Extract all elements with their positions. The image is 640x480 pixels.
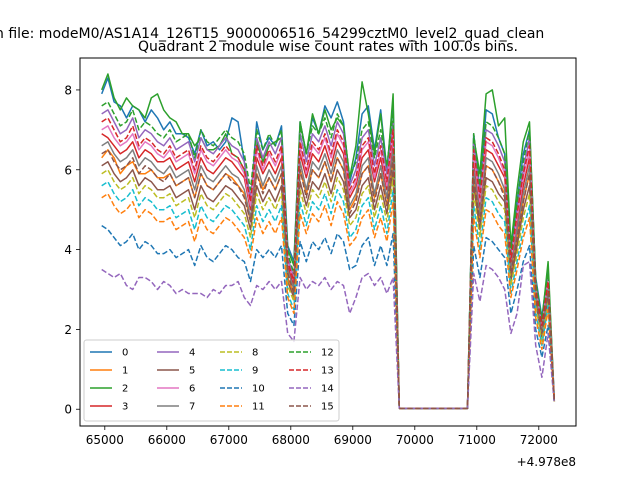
series-line-6: [101, 125, 556, 410]
x-tick-label: 66000: [148, 433, 186, 447]
legend-label-1: 1: [122, 366, 128, 377]
y-axis: 0 2 4 6 8: [64, 83, 80, 417]
legend-label-6: 6: [189, 384, 195, 395]
x-tick-label: 72000: [520, 433, 558, 447]
series-line-9: [101, 180, 556, 410]
series-line-12: [101, 101, 556, 410]
chart-title: Quadrant 2 module wise count rates with …: [138, 39, 518, 55]
legend-label-4: 4: [189, 348, 195, 359]
legend-label-14: 14: [321, 384, 334, 395]
series-line-7: [101, 141, 556, 410]
series-lines: [101, 73, 556, 410]
x-tick-label: 69000: [334, 433, 372, 447]
y-tick-label: 6: [64, 163, 72, 177]
figure-suptitle: n file: modeM0/AS1A14_126T15_9000006516_…: [0, 26, 544, 42]
legend-label-5: 5: [189, 366, 195, 377]
legend-label-7: 7: [189, 402, 195, 413]
legend-label-10: 10: [252, 384, 265, 395]
y-tick-label: 2: [64, 323, 72, 337]
x-tick-label: 65000: [86, 433, 124, 447]
series-line-11: [101, 192, 556, 410]
legend-label-15: 15: [321, 402, 334, 413]
x-axis: 65000 66000 67000 68000 69000 70000 71000 72000: [86, 426, 558, 447]
series-line-8: [101, 169, 556, 410]
legend-label-3: 3: [122, 402, 128, 413]
legend-box: [83, 339, 340, 422]
series-line-10: [101, 224, 556, 410]
legend-label-12: 12: [321, 348, 334, 359]
series-line-5: [101, 161, 556, 410]
legend-label-2: 2: [122, 384, 128, 395]
y-tick-label: 4: [64, 243, 72, 257]
x-tick-label: 68000: [272, 433, 310, 447]
plot-frame: [79, 57, 577, 427]
series-line-14: [101, 260, 556, 410]
legend-label-11: 11: [252, 402, 265, 413]
legend-label-13: 13: [321, 366, 334, 377]
x-offset-label: +4.978e8: [517, 455, 576, 469]
y-tick-label: 8: [64, 83, 72, 97]
legend-label-9: 9: [252, 366, 258, 377]
legend-label-8: 8: [252, 348, 258, 359]
x-tick-label: 71000: [458, 433, 496, 447]
series-line-4: [101, 109, 556, 410]
x-tick-label: 67000: [210, 433, 248, 447]
series-line-2: [101, 73, 556, 410]
x-tick-label: 70000: [396, 433, 434, 447]
legend-label-0: 0: [122, 348, 128, 359]
y-tick-label: 0: [64, 403, 72, 417]
series-line-13: [101, 117, 556, 410]
series-line-15: [101, 149, 556, 410]
